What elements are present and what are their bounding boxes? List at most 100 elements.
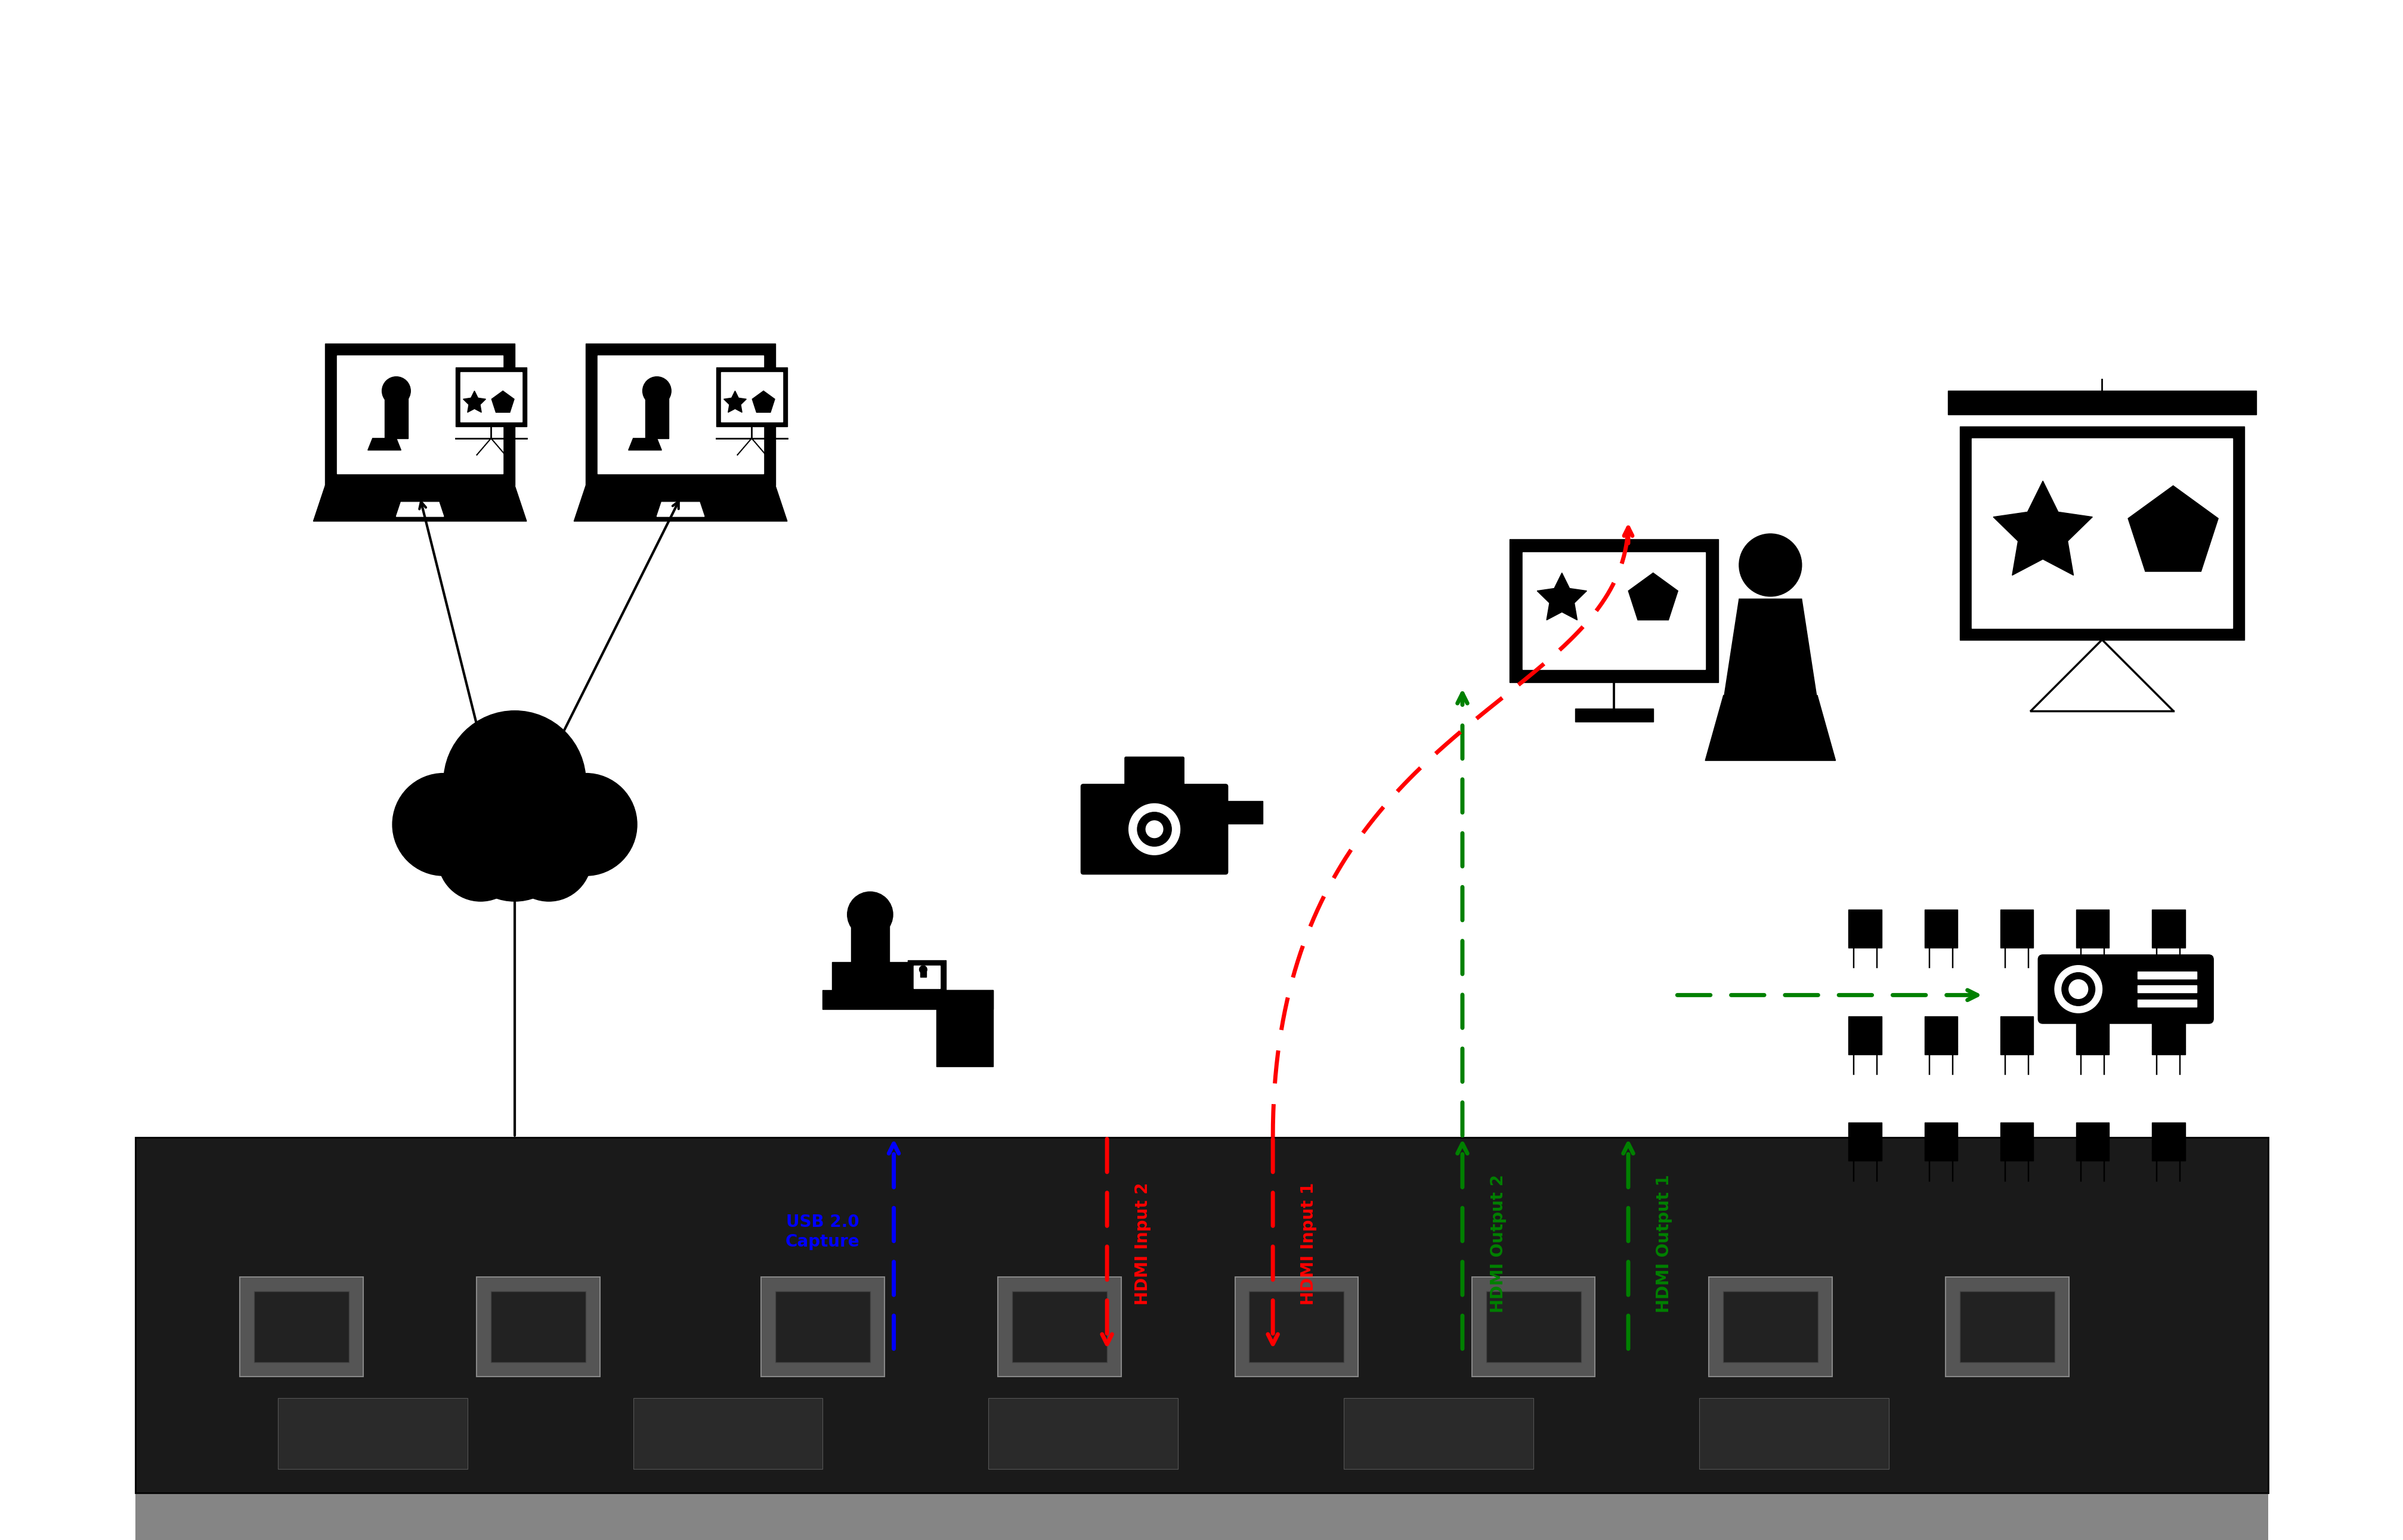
Bar [1574,708,1653,721]
FancyBboxPatch shape [1723,1291,1817,1363]
Polygon shape [723,391,747,413]
Bar [1946,391,2256,414]
FancyBboxPatch shape [1709,1277,1831,1377]
Text: HDMI Input 1: HDMI Input 1 [1300,1183,1317,1304]
FancyBboxPatch shape [762,1277,884,1377]
Bar [1970,439,2232,628]
Circle shape [2069,979,2088,998]
Circle shape [1146,821,1163,838]
Polygon shape [574,485,788,521]
Polygon shape [2127,485,2218,571]
Circle shape [1129,804,1180,855]
Circle shape [2062,973,2095,1006]
Bar [2151,1046,2184,1055]
Bar [1999,1152,2033,1161]
Bar [336,356,502,474]
FancyBboxPatch shape [1235,1277,1358,1377]
Bar [1524,551,1704,670]
FancyBboxPatch shape [1081,784,1228,875]
Bar [2151,1016,2184,1046]
FancyBboxPatch shape [1485,1291,1581,1363]
Bar [1999,1046,2033,1055]
Bar [1925,1046,1956,1055]
Polygon shape [312,485,526,521]
Bar [908,959,947,995]
Bar [937,990,992,1066]
Circle shape [457,787,572,901]
FancyBboxPatch shape [776,1291,870,1363]
Bar [598,356,764,474]
Circle shape [1137,812,1170,847]
FancyBboxPatch shape [1699,1398,1889,1469]
Bar [1999,910,2033,939]
Bar [831,963,851,990]
Bar [2151,1152,2184,1161]
Bar [586,343,776,485]
Bar [1848,910,1882,939]
Circle shape [1740,534,1802,596]
Bar [1925,1123,1956,1152]
Bar [851,915,889,990]
Polygon shape [627,439,661,450]
FancyBboxPatch shape [1125,758,1185,793]
FancyBboxPatch shape [476,1277,601,1377]
Text: HDMI Output 2: HDMI Output 2 [1490,1175,1507,1314]
Bar [459,373,521,422]
Polygon shape [1538,573,1586,621]
Bar [2151,939,2184,947]
Bar [1925,1016,1956,1046]
Polygon shape [1704,696,1836,761]
Bar [2136,999,2196,1007]
Bar [1218,801,1262,824]
FancyBboxPatch shape [2038,955,2213,1024]
Bar [1999,1016,2033,1046]
FancyBboxPatch shape [1343,1398,1533,1469]
Circle shape [642,377,670,405]
Bar [913,966,940,989]
Text: HDMI Output 1: HDMI Output 1 [1656,1175,1672,1314]
FancyBboxPatch shape [632,1398,822,1469]
Bar [2076,1123,2110,1152]
FancyBboxPatch shape [1250,1291,1343,1363]
Bar [2076,1046,2110,1055]
Bar [384,391,409,439]
Bar [2151,910,2184,939]
FancyBboxPatch shape [490,1291,586,1363]
Bar [1848,1152,1882,1161]
Circle shape [533,773,637,876]
Bar [889,963,908,990]
Bar [1925,939,1956,947]
FancyBboxPatch shape [1946,1277,2069,1377]
Polygon shape [368,439,401,450]
Bar [2076,910,2110,939]
Bar [721,373,783,422]
Polygon shape [656,502,704,516]
Polygon shape [464,391,485,413]
Bar [2076,1016,2110,1046]
Bar [2151,1123,2184,1152]
Circle shape [920,966,928,973]
Circle shape [507,816,591,901]
Bar [2136,986,2196,993]
Circle shape [445,711,586,853]
FancyBboxPatch shape [255,1291,348,1363]
Polygon shape [752,391,774,413]
Bar [1848,1123,1882,1152]
Text: USB 2.0
Capture: USB 2.0 Capture [786,1214,860,1250]
FancyBboxPatch shape [1471,1277,1596,1377]
Text: HDMI Input 2: HDMI Input 2 [1134,1183,1151,1304]
Circle shape [848,892,892,938]
Polygon shape [396,502,445,516]
Bar [1958,427,2244,639]
Bar [1925,910,1956,939]
FancyBboxPatch shape [997,1277,1120,1377]
Bar [644,391,668,439]
FancyBboxPatch shape [135,1137,2268,1492]
Bar [2076,939,2110,947]
Bar [2136,972,2196,978]
Bar [2076,1152,2110,1161]
Bar [324,343,514,485]
Circle shape [382,377,411,405]
Circle shape [437,816,524,901]
Bar [716,367,788,427]
